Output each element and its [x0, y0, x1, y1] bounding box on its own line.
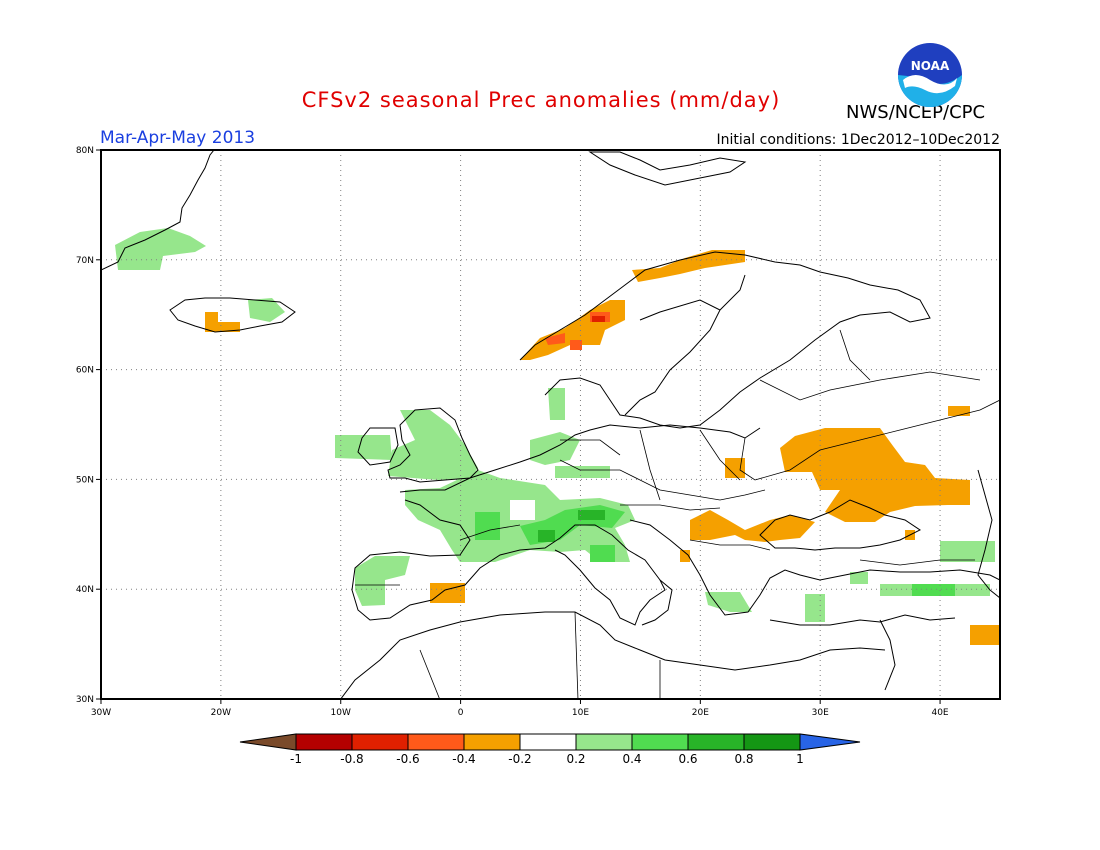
map-frame — [100, 149, 1001, 700]
colorbar-label: 1 — [796, 752, 804, 766]
noaa-logo: NOAA — [898, 43, 962, 107]
colorbar: -1 -0.8 -0.6 -0.4 -0.2 0.2 0.4 0.6 0.8 1 — [239, 733, 861, 766]
colorbar-label: 0.6 — [678, 752, 697, 766]
agency-label: NWS/NCEP/CPC — [846, 102, 986, 123]
lon-tick-label: 10E — [572, 708, 589, 718]
lon-tick-label: 10W — [331, 708, 351, 718]
lat-tick-label: 30N — [76, 695, 94, 705]
lon-tick-label: 20W — [211, 708, 231, 718]
country-borders — [355, 329, 1000, 699]
lon-tick-label: 0 — [458, 708, 464, 718]
lon-tick-label: 40E — [931, 708, 948, 718]
colorbar-segment — [519, 733, 577, 751]
colorbar-segment — [351, 733, 409, 751]
logo-text: NOAA — [911, 59, 950, 73]
map-title: CFSv2 seasonal Prec anomalies (mm/day) — [301, 88, 781, 112]
forecast-period: Mar-Apr-May 2013 — [100, 128, 256, 148]
colorbar-segment — [463, 733, 521, 751]
colorbar-label: 0.2 — [566, 752, 585, 766]
colorbar-segment — [631, 733, 689, 751]
colorbar-label: -0.8 — [340, 752, 363, 766]
lat-tick-label: 40N — [76, 585, 94, 595]
colorbar-segment — [743, 733, 801, 751]
colorbar-arrow-low — [239, 733, 297, 751]
colorbar-segment — [407, 733, 465, 751]
lon-tick-label: 30E — [812, 708, 829, 718]
initial-conditions: Initial conditions: 1Dec2012–10Dec2012 — [716, 132, 1000, 148]
colorbar-label: 0.8 — [734, 752, 753, 766]
colorbar-label: 0.4 — [622, 752, 641, 766]
colorbar-segment — [575, 733, 633, 751]
colorbar-label: -1 — [290, 752, 302, 766]
lon-tick-label: 30W — [91, 708, 111, 718]
coastlines — [101, 150, 1000, 699]
colorbar-label: -0.4 — [452, 752, 475, 766]
colorbar-label: -0.2 — [508, 752, 531, 766]
lat-tick-label: 70N — [76, 256, 94, 266]
lat-tick-label: 80N — [76, 146, 94, 156]
map-axes: 80N 70N 60N 50N 40N 30N 30W 20W 10W 0 10E 20E 30E 40E — [76, 146, 949, 718]
colorbar-segment — [295, 733, 353, 751]
lat-tick-label: 60N — [76, 366, 94, 376]
colorbar-segment — [687, 733, 745, 751]
colorbar-label: -0.6 — [396, 752, 419, 766]
lon-tick-label: 20E — [692, 708, 709, 718]
map-background — [101, 150, 1000, 699]
lat-tick-label: 50N — [76, 475, 94, 485]
colorbar-arrow-high — [799, 733, 861, 751]
